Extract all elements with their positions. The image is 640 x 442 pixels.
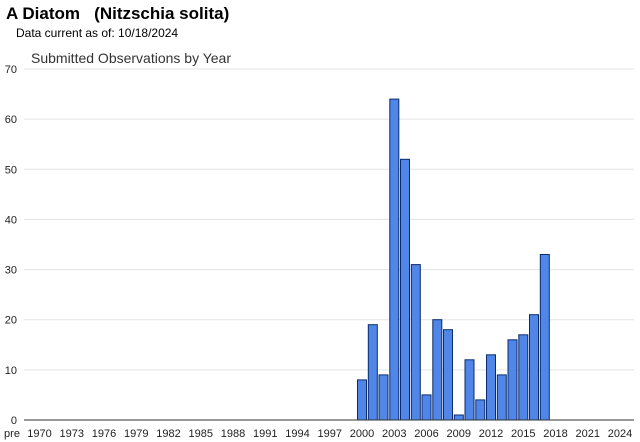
bar-2003 [389, 98, 400, 421]
bars [357, 98, 550, 421]
x-tick-label: 2003 [382, 428, 406, 440]
x-tick-label: 2000 [350, 428, 374, 440]
bar-2005 [410, 264, 421, 421]
bar-2017 [539, 254, 550, 421]
bar-2016 [529, 314, 539, 421]
bar-2015 [518, 334, 529, 421]
bar-2014 [507, 339, 518, 421]
x-tick-label: 1994 [285, 428, 309, 440]
x-tick-label: 2009 [447, 428, 471, 440]
bar-2008 [443, 329, 453, 421]
bar-2010 [464, 359, 475, 421]
y-tick-label: 50 [5, 164, 17, 176]
bar-2006 [421, 394, 432, 421]
chart-title: Submitted Observations by Year [31, 50, 231, 66]
bar-2004 [400, 158, 410, 421]
y-tick-label: 20 [5, 315, 17, 327]
x-tick-label: 1973 [60, 428, 84, 440]
bar-2012 [486, 354, 496, 421]
x-tick-label: 2021 [576, 428, 600, 440]
x-tick-label: 2006 [414, 428, 438, 440]
y-tick-label: 40 [5, 214, 17, 226]
x-axis-ticks: pre 1970 1973 1976 1979 1982 1985 1988 1991 1994 1… [4, 428, 632, 440]
x-tick-label: 1982 [156, 428, 180, 440]
bar-2007 [432, 319, 443, 421]
x-tick-label: 2012 [479, 428, 503, 440]
x-tick-label: 1970 [27, 428, 51, 440]
y-tick-label: 60 [5, 114, 17, 126]
bar-2000 [357, 379, 367, 421]
x-tick-label: 2018 [543, 428, 567, 440]
x-tick-label: 1985 [189, 428, 213, 440]
x-tick-label: 1976 [92, 428, 116, 440]
y-tick-label: 0 [11, 415, 17, 427]
x-tick-label: 1979 [124, 428, 148, 440]
data-current-label: Data current as of: 10/18/2024 [16, 26, 179, 40]
x-tick-label: pre [4, 428, 20, 440]
y-tick-label: 10 [5, 365, 17, 377]
x-tick-label: 2015 [511, 428, 535, 440]
bar-2001 [367, 324, 378, 421]
bar-2013 [496, 374, 507, 421]
x-tick-label: 1988 [221, 428, 245, 440]
bar-2002 [378, 374, 389, 421]
x-tick-label: 2024 [608, 428, 632, 440]
bar-2011 [475, 399, 486, 421]
x-tick-label: 1997 [318, 428, 342, 440]
species-title: A Diatom (Nitzschia solita) [6, 4, 230, 23]
y-tick-label: 70 [5, 64, 17, 76]
bar-2009 [453, 414, 464, 421]
y-axis-ticks: 0 10 20 30 40 50 60 70 [5, 64, 17, 427]
x-tick-label: 1991 [253, 428, 277, 440]
y-tick-label: 30 [5, 265, 17, 277]
